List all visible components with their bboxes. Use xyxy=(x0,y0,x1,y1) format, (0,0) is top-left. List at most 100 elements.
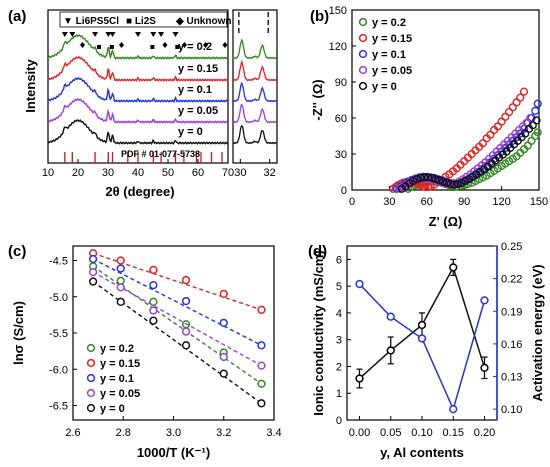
legend-label-c: y = 0 xyxy=(100,403,125,415)
unknown-marker xyxy=(222,42,228,48)
data-point-c xyxy=(257,379,266,388)
y-tick-label-c: -5.5 xyxy=(49,328,68,340)
data-point-c xyxy=(149,265,158,275)
data-point-c xyxy=(257,341,266,350)
data-point-c xyxy=(149,281,158,290)
pdf-reference-label: PDF # 01-077-5738 xyxy=(121,149,200,159)
y-tick-label-b: 90 xyxy=(335,77,347,89)
x-axis-label-d: y, Al contents xyxy=(380,445,464,460)
activation-energy-point xyxy=(386,312,395,321)
data-point-b xyxy=(420,173,429,182)
xrd-curve-inset xyxy=(232,38,277,60)
x-tick-label-a: 50 xyxy=(162,167,174,179)
y-axis-label-c: lnσ (S/cm) xyxy=(11,301,26,365)
y-tick-label-b: 60 xyxy=(335,113,347,125)
activation-energy-line xyxy=(358,283,486,412)
data-point-b xyxy=(532,116,541,125)
panel-label-c: (c) xyxy=(8,243,26,260)
x-tick-label-b: 90 xyxy=(458,196,470,208)
data-point-c xyxy=(257,399,266,408)
activation-energy-point xyxy=(417,334,427,343)
x-tick-label-d: 0.15 xyxy=(443,427,464,439)
x-tick-label-c: 3.2 xyxy=(216,427,231,439)
y-tick-label-b: 0 xyxy=(341,185,347,197)
series-label-a: y = 0 xyxy=(178,126,203,138)
conductivity-point xyxy=(386,346,395,355)
xrd-curve xyxy=(47,119,229,146)
li2s-marker xyxy=(175,45,180,49)
data-point-c xyxy=(88,277,98,286)
x-tick-label-a: 20 xyxy=(72,167,84,179)
panel-label-d: (d) xyxy=(308,243,327,260)
data-point-b xyxy=(438,177,448,186)
legend-marker-b xyxy=(358,81,368,91)
x-tick-label-d: 0.05 xyxy=(380,427,401,439)
y-tick-label-c: -6.5 xyxy=(49,401,68,413)
li2s-marker xyxy=(109,45,114,49)
xrd-curve-inset xyxy=(232,59,277,82)
data-point-b xyxy=(427,173,436,183)
activation-energy-point xyxy=(449,404,458,414)
y-axis-label-b: -Z'' (Ω) xyxy=(310,79,325,120)
series-label-a: y = 0.2 xyxy=(178,41,212,53)
xrd-curve-inset xyxy=(232,103,277,124)
legend-label-b: y = 0.1 xyxy=(372,49,406,61)
fit-line-c xyxy=(92,258,262,346)
data-point-c xyxy=(257,361,266,370)
legend-marker-c xyxy=(86,403,96,413)
legend-label-b: y = 0.2 xyxy=(372,17,406,29)
y-tick-label-c: -5.0 xyxy=(49,292,68,304)
y-tick-label-d-right: 0.13 xyxy=(501,372,522,384)
li6ps5cl-marker xyxy=(109,32,116,37)
legend-label-c: y = 0.05 xyxy=(100,388,140,400)
data-point-c xyxy=(116,283,125,292)
x-tick-label-b: 60 xyxy=(421,196,433,208)
legend-label-c: y = 0.15 xyxy=(100,358,140,370)
li6ps5cl-marker xyxy=(92,32,99,37)
y-axis-label-a: Intensity xyxy=(23,59,38,113)
data-point-c xyxy=(219,352,228,362)
data-point-c xyxy=(149,306,158,315)
x-tick-label-a: 70 xyxy=(222,167,234,179)
legend-marker-c xyxy=(86,388,96,398)
data-point-c xyxy=(116,256,125,265)
y-tick-label-c: -4.5 xyxy=(49,256,68,268)
data-point-b xyxy=(431,175,440,184)
y-tick-label-d-right: 0.25 xyxy=(501,241,522,253)
x-tick-label-a: 30 xyxy=(102,167,114,179)
legend-marker-b xyxy=(358,65,368,75)
legend-entry-a: ◆ Unknown xyxy=(175,16,231,27)
y-tick-label-d-left: 4 xyxy=(336,308,342,320)
xrd-curve-inset xyxy=(232,124,277,145)
legend-label-b: y = 0.15 xyxy=(372,33,412,45)
legend-entry-a: ■ Li2S xyxy=(126,16,156,27)
y-tick-label-d-left: 2 xyxy=(336,361,342,373)
unknown-marker xyxy=(80,42,85,48)
legend-marker-c xyxy=(86,358,96,368)
conductivity-point xyxy=(417,320,427,330)
x-tick-label-a: 60 xyxy=(192,167,204,179)
legend-entry-a: ▼ Li6PS5Cl xyxy=(63,16,119,27)
x-tick-label-a: 10 xyxy=(42,167,54,179)
x-tick-label-d: 0.00 xyxy=(349,427,370,439)
data-point-c xyxy=(181,341,191,350)
x-axis-label-c: 1000/T (K⁻¹) xyxy=(137,445,210,460)
y-tick-label-d-right: 0.22 xyxy=(501,274,522,286)
x-tick-label-c: 3.0 xyxy=(166,427,181,439)
li6ps5cl-marker xyxy=(69,32,76,37)
data-point-c xyxy=(257,305,266,314)
data-point-b xyxy=(412,175,421,184)
panel-label-a: (a) xyxy=(8,8,26,25)
data-point-b xyxy=(423,173,433,182)
x-tick-label-c: 2.6 xyxy=(65,427,80,439)
li6ps5cl-marker xyxy=(158,32,165,37)
x-tick-label-b: 0 xyxy=(349,196,355,208)
legend-marker-c xyxy=(86,373,96,383)
y-tick-label-d-left: 1 xyxy=(336,388,342,400)
legend-box-a xyxy=(59,11,228,28)
legend-marker-b xyxy=(358,33,368,43)
y-tick-label-c: -6.0 xyxy=(49,364,68,376)
x-tick-label-a-inset: 30 xyxy=(234,167,246,179)
